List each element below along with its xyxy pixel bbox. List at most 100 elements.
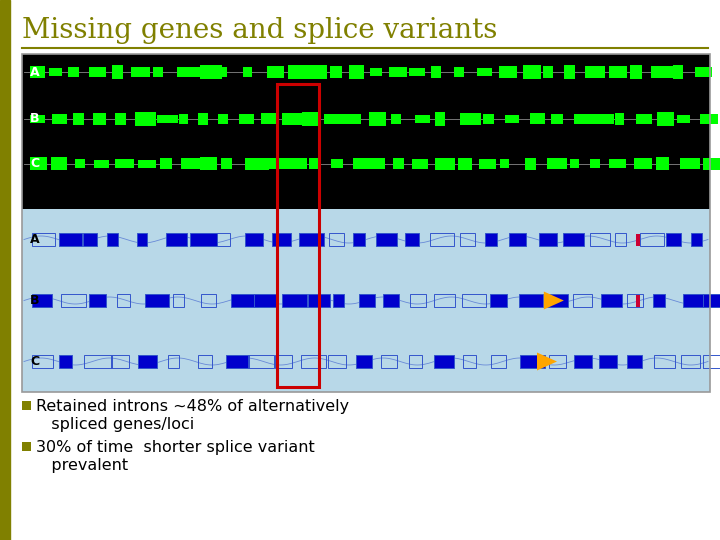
Bar (410, 294, 426, 307)
Bar (254, 294, 279, 307)
Bar (393, 158, 404, 169)
Bar (168, 355, 179, 368)
Bar (539, 233, 557, 246)
Bar (299, 233, 323, 246)
Bar (590, 159, 600, 168)
Bar (492, 355, 506, 368)
Bar (479, 159, 496, 168)
Text: Missing genes and splice variants: Missing genes and splice variants (22, 17, 498, 44)
Bar (703, 355, 720, 368)
Bar (616, 113, 624, 125)
Bar (153, 68, 163, 77)
Bar (657, 112, 674, 126)
Bar (202, 294, 216, 307)
Bar (626, 355, 642, 368)
Bar (356, 355, 372, 368)
Bar (243, 67, 253, 77)
Bar (22, 401, 31, 410)
Bar (570, 159, 579, 168)
Bar (458, 158, 472, 170)
Bar (218, 114, 228, 124)
Bar (636, 294, 640, 307)
Bar (181, 158, 199, 169)
Bar (94, 113, 106, 125)
Bar (289, 158, 307, 169)
Bar (525, 158, 536, 170)
Bar (546, 294, 568, 307)
Bar (330, 66, 343, 78)
Bar (246, 158, 269, 170)
Bar (331, 159, 343, 168)
Bar (354, 233, 366, 246)
Text: spliced genes/loci: spliced genes/loci (36, 417, 194, 432)
Bar (654, 294, 665, 307)
Bar (267, 66, 284, 78)
Text: A: A (30, 65, 40, 78)
Bar (166, 233, 186, 246)
Text: Retained introns ~48% of alternatively: Retained introns ~48% of alternatively (36, 399, 349, 414)
Bar (245, 233, 263, 246)
Bar (651, 66, 675, 78)
Bar (690, 233, 701, 246)
Bar (666, 233, 681, 246)
Bar (138, 355, 158, 368)
Bar (301, 355, 326, 368)
Bar (349, 65, 364, 79)
Bar (131, 67, 150, 77)
Text: A: A (30, 233, 40, 246)
Bar (328, 355, 346, 368)
Bar (30, 115, 45, 123)
Bar (73, 113, 84, 125)
Bar (657, 157, 669, 171)
Bar (626, 294, 644, 307)
Bar (389, 68, 408, 77)
Bar (333, 294, 344, 307)
Bar (634, 158, 652, 169)
Bar (22, 209, 710, 392)
Bar (176, 67, 200, 77)
Bar (673, 65, 683, 79)
Bar (302, 112, 321, 126)
Text: C: C (30, 355, 39, 368)
Bar (135, 112, 156, 125)
Bar (373, 158, 385, 169)
Bar (221, 158, 233, 169)
Bar (59, 355, 72, 368)
Text: B: B (30, 294, 40, 307)
Bar (277, 84, 319, 387)
Bar (590, 233, 611, 246)
Bar (308, 294, 330, 307)
Bar (463, 355, 476, 368)
Bar (508, 233, 526, 246)
Bar (459, 233, 475, 246)
Bar (609, 159, 626, 168)
Bar (190, 233, 217, 246)
Bar (138, 159, 156, 167)
Bar (435, 158, 455, 170)
Bar (499, 66, 518, 78)
Bar (248, 355, 274, 368)
Bar (329, 233, 344, 246)
Bar (549, 355, 566, 368)
Text: prevalent: prevalent (36, 458, 128, 474)
Bar (695, 67, 712, 77)
Bar (370, 68, 382, 76)
Bar (462, 294, 487, 307)
Text: B: B (30, 112, 40, 125)
Bar (454, 67, 464, 77)
Bar (392, 114, 401, 124)
Bar (415, 115, 430, 123)
Bar (434, 355, 454, 368)
Bar (572, 294, 592, 307)
Bar (483, 114, 494, 124)
Bar (32, 233, 55, 246)
Bar (198, 355, 212, 368)
Bar (115, 159, 134, 168)
Bar (83, 233, 96, 246)
Bar (50, 157, 67, 170)
Bar (369, 112, 386, 126)
Bar (485, 233, 497, 246)
Bar (551, 114, 562, 124)
Bar (585, 66, 605, 78)
Bar (272, 233, 291, 246)
